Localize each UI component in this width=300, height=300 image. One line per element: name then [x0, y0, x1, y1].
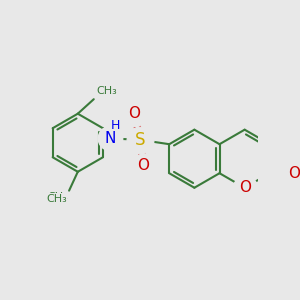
- Text: O: O: [239, 180, 251, 195]
- Text: CH₃: CH₃: [47, 192, 68, 202]
- Text: CH₃: CH₃: [46, 194, 67, 203]
- Text: O: O: [128, 106, 140, 121]
- Text: S: S: [135, 131, 146, 149]
- Text: CH₃: CH₃: [96, 86, 117, 96]
- Text: CH₃: CH₃: [95, 88, 116, 98]
- Text: O: O: [289, 166, 300, 181]
- Text: N: N: [104, 131, 116, 146]
- Text: O: O: [137, 158, 149, 173]
- Text: H: H: [110, 119, 120, 132]
